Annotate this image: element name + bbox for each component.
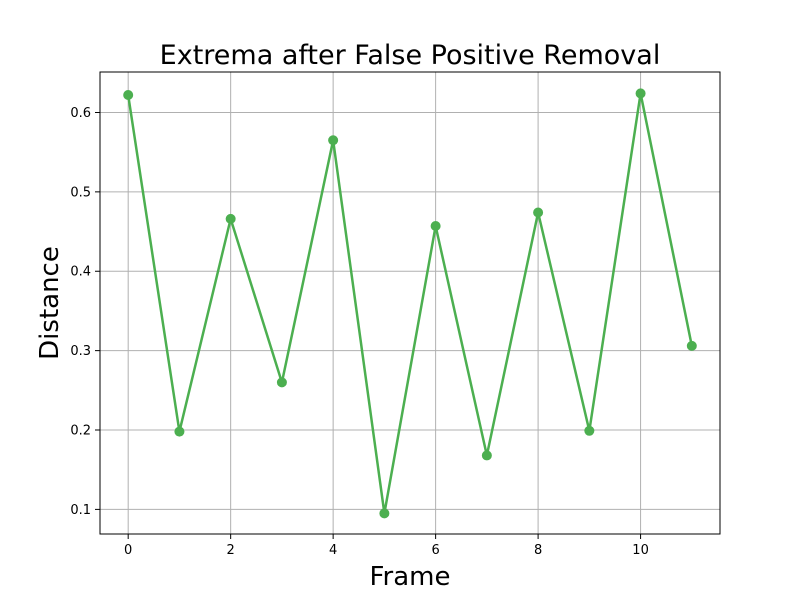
data-point <box>225 213 236 224</box>
series-layer <box>123 88 697 519</box>
y-tick-label: 0.6 <box>70 106 91 121</box>
chart-title: Extrema after False Positive Removal <box>160 40 661 71</box>
data-point <box>276 377 287 388</box>
axis-ticks: 0 2 4 6 8 10 0.1 0.2 0.3 0.4 0.5 0.6 <box>70 106 649 558</box>
y-axis-label: Distance <box>35 246 65 360</box>
data-point <box>481 450 492 461</box>
data-point <box>686 340 697 351</box>
data-point <box>328 135 339 146</box>
y-tick-label: 0.5 <box>70 185 91 200</box>
x-axis-label: Frame <box>369 562 450 592</box>
data-point <box>174 426 185 437</box>
x-tick-label: 6 <box>431 543 439 558</box>
series-line <box>126 92 694 515</box>
data-point <box>379 508 390 519</box>
y-tick-label: 0.3 <box>70 344 91 359</box>
y-tick-label: 0.4 <box>70 265 91 280</box>
x-tick-label: 8 <box>534 543 542 558</box>
data-point <box>430 221 441 231</box>
x-tick-label: 0 <box>124 543 132 558</box>
x-tick-label: 10 <box>632 543 649 558</box>
x-tick-label: 4 <box>329 543 337 558</box>
y-tick-label: 0.1 <box>70 503 91 518</box>
data-point <box>584 425 595 436</box>
data-point <box>533 207 544 218</box>
grid-lines <box>100 72 720 534</box>
data-point <box>123 90 134 101</box>
x-tick-label: 2 <box>227 543 235 558</box>
y-tick-label: 0.2 <box>70 424 91 439</box>
data-point <box>635 88 646 99</box>
plot-frame <box>99 71 721 535</box>
